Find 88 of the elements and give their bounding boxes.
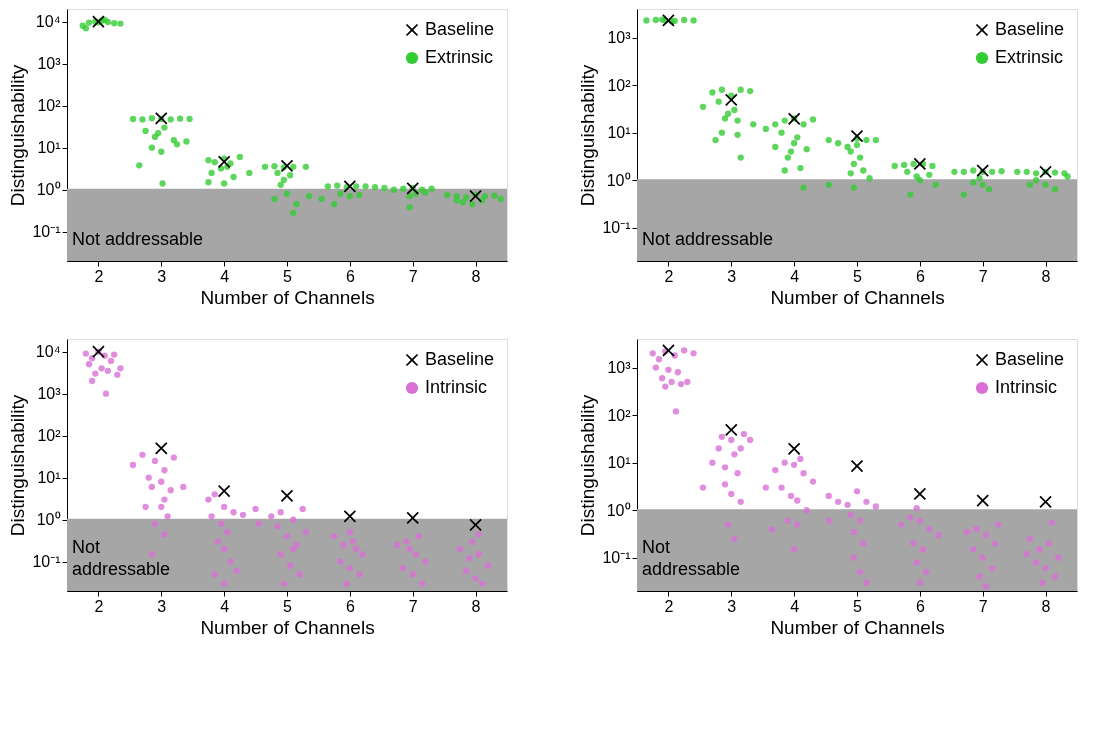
x-tick-label: 7 <box>408 597 418 615</box>
y-tick-label: 10⁴ <box>35 343 61 361</box>
y-axis-title: Distinguishability <box>7 64 29 207</box>
y-tick-label: 10³ <box>607 359 632 377</box>
legend-label: Intrinsic <box>425 377 488 397</box>
x-tick-label: 4 <box>220 267 230 285</box>
x-tick-label: 6 <box>915 597 925 615</box>
x-tick-label: 8 <box>1041 267 1051 285</box>
legend-label: Baseline <box>995 19 1065 39</box>
legend-label: Extrinsic <box>995 47 1064 67</box>
y-tick-label: 10² <box>37 97 62 115</box>
x-tick-label: 5 <box>853 597 863 615</box>
y-tick-label: 10² <box>37 427 62 445</box>
x-tick-label: 6 <box>345 597 355 615</box>
y-axis-title: Distinguishability <box>577 394 599 537</box>
x-tick-label: 4 <box>790 597 800 615</box>
x-tick-label: 2 <box>94 267 104 285</box>
y-tick-label: 10⁻¹ <box>602 219 631 237</box>
x-tick-label: 5 <box>283 267 293 285</box>
point <box>913 157 926 171</box>
x-tick-label: 4 <box>220 597 230 615</box>
point <box>218 484 231 498</box>
y-tick-label: 10¹ <box>607 124 631 142</box>
legend-label: Baseline <box>425 349 495 369</box>
point <box>913 487 926 501</box>
point <box>725 423 738 437</box>
x-axis-title: Number of Channels <box>770 616 945 638</box>
point <box>218 155 231 168</box>
y-tick-label: 10¹ <box>37 139 61 157</box>
point <box>662 14 675 27</box>
x-tick-label: 7 <box>978 267 988 285</box>
x-tick-label: 2 <box>94 597 104 615</box>
band-label: Not addressable <box>642 537 741 579</box>
x-tick-label: 6 <box>345 267 355 285</box>
point <box>788 442 801 455</box>
x-axis-title: Number of Channels <box>200 616 375 638</box>
y-tick-label: 10¹ <box>607 454 631 472</box>
point <box>662 344 675 357</box>
y-tick-label: 10³ <box>607 29 632 47</box>
y-tick-label: 10⁴ <box>35 13 61 31</box>
y-tick-label: 10⁰ <box>36 511 61 529</box>
x-tick-label: 5 <box>853 267 863 285</box>
point <box>343 510 356 523</box>
x-tick-label: 2 <box>664 267 674 285</box>
y-tick-label: 10⁻¹ <box>32 223 61 241</box>
point <box>850 459 864 473</box>
y-axis-title: Distinguishability <box>577 64 599 207</box>
legend-label: Intrinsic <box>995 377 1058 397</box>
x-tick-label: 8 <box>471 267 481 285</box>
x-tick-label: 6 <box>915 267 925 285</box>
legend-label: Extrinsic <box>425 47 494 67</box>
band-label: Not addressable <box>72 229 204 249</box>
point <box>725 93 738 107</box>
point <box>406 511 419 525</box>
point <box>850 129 864 143</box>
y-tick-label: 10³ <box>37 55 62 73</box>
y-tick-label: 10¹ <box>37 469 61 487</box>
x-tick-label: 8 <box>471 597 481 615</box>
x-tick-label: 3 <box>157 597 167 615</box>
y-tick-label: 10² <box>607 76 632 94</box>
x-tick-label: 4 <box>790 267 800 285</box>
x-tick-label: 2 <box>664 597 674 615</box>
x-tick-label: 8 <box>1041 597 1051 615</box>
x-axis-title: Number of Channels <box>770 286 945 308</box>
y-tick-label: 10⁰ <box>606 171 631 189</box>
point <box>976 164 989 177</box>
x-tick-label: 3 <box>727 267 737 285</box>
point <box>92 15 105 28</box>
point <box>343 180 356 193</box>
x-tick-label: 7 <box>978 597 988 615</box>
x-tick-label: 5 <box>283 597 293 615</box>
x-tick-label: 3 <box>727 597 737 615</box>
band-label: Not addressable <box>72 537 171 579</box>
y-tick-label: 10⁻¹ <box>602 549 631 567</box>
y-tick-label: 10² <box>607 406 632 424</box>
y-axis-title: Distinguishability <box>7 394 29 537</box>
legend-label: Baseline <box>995 349 1065 369</box>
band-label: Not addressable <box>642 229 774 249</box>
x-axis-title: Number of Channels <box>200 286 375 308</box>
y-tick-label: 10³ <box>37 385 62 403</box>
x-tick-label: 3 <box>157 267 167 285</box>
x-tick-label: 7 <box>408 267 418 285</box>
y-tick-label: 10⁰ <box>606 501 631 519</box>
y-tick-label: 10⁻¹ <box>32 553 61 571</box>
point <box>155 442 168 455</box>
point <box>976 494 989 507</box>
legend-label: Baseline <box>425 19 495 39</box>
y-tick-label: 10⁰ <box>36 181 61 199</box>
